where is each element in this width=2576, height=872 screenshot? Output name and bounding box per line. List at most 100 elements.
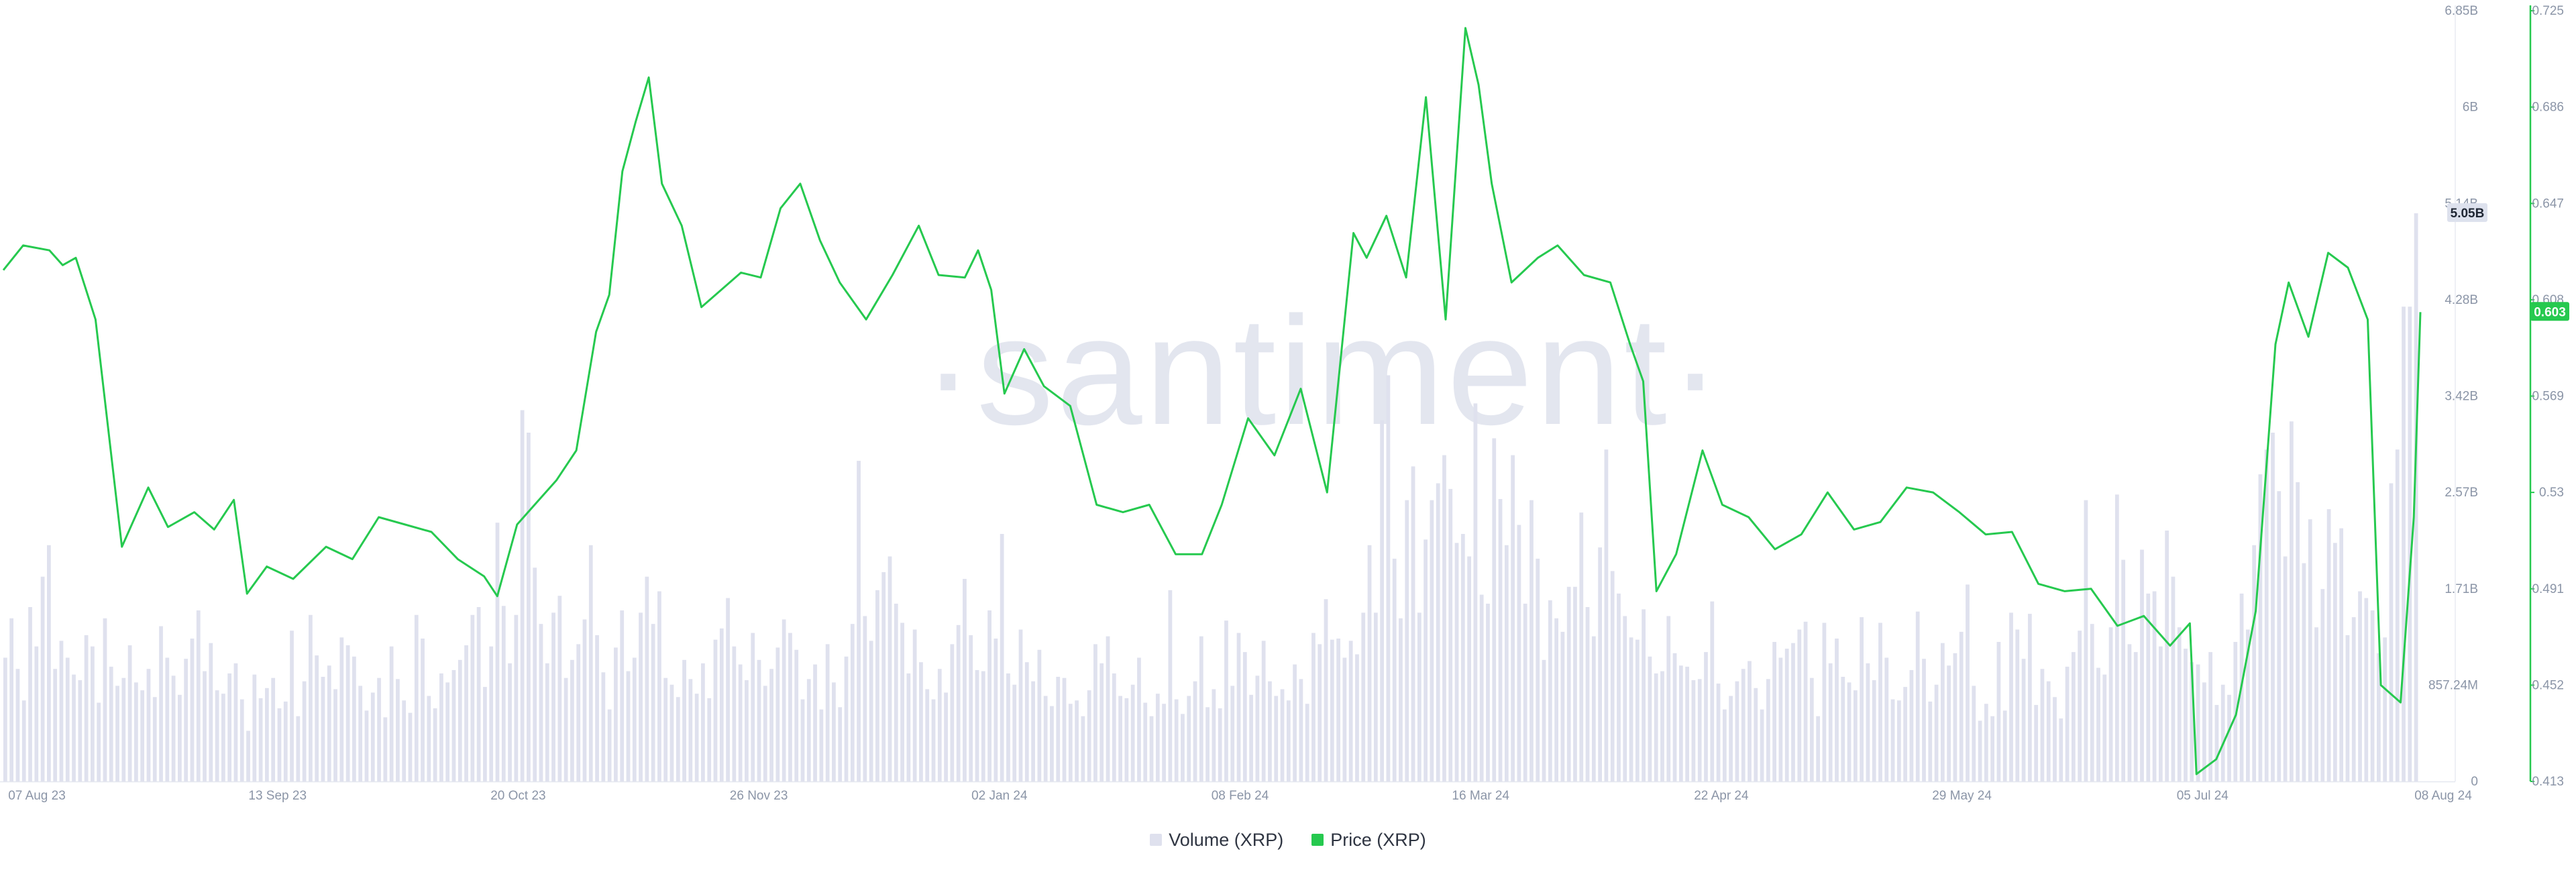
volume-bar xyxy=(1000,533,1004,781)
volume-bar xyxy=(701,663,705,781)
volume-bar xyxy=(1299,679,1303,781)
volume-bar xyxy=(844,656,849,781)
volume-bar xyxy=(1205,707,1210,781)
volume-bar xyxy=(315,655,319,781)
volume-bar xyxy=(2034,704,2039,781)
volume-bar xyxy=(309,614,313,781)
volume-bar xyxy=(34,646,39,781)
volume-bar xyxy=(1766,679,1770,781)
volume-bar xyxy=(1934,684,1939,781)
volume-bar xyxy=(1336,638,1340,781)
volume-bar xyxy=(2414,213,2418,781)
volume-bar xyxy=(1828,663,1833,781)
volume-bar xyxy=(1031,681,1035,781)
volume-bar xyxy=(607,709,612,781)
volume-bar xyxy=(2227,694,2231,781)
volume-bar xyxy=(1741,669,1746,781)
x-tick-label: 26 Nov 23 xyxy=(730,789,788,803)
volume-bar xyxy=(769,669,773,781)
volume-bar xyxy=(1523,603,1527,781)
volume-bars xyxy=(3,213,2418,781)
left-tick-label: 6.85B xyxy=(2445,4,2478,18)
volume-bar xyxy=(912,629,917,781)
left-tick-label: 857.24M xyxy=(2428,678,2478,692)
volume-bar xyxy=(221,694,225,781)
volume-bar xyxy=(1056,677,1061,781)
price-badge xyxy=(2530,302,2569,321)
volume-bar xyxy=(190,638,195,781)
volume-bar xyxy=(1305,704,1309,781)
volume-bar xyxy=(2408,307,2412,781)
volume-bar xyxy=(757,659,761,781)
legend-item-volume[interactable]: Volume (XRP) xyxy=(1150,830,1283,851)
volume-bar xyxy=(1685,666,1689,781)
volume-bar xyxy=(1504,545,1509,781)
left-tick-label: 2.57B xyxy=(2445,486,2478,500)
volume-bar xyxy=(2071,652,2076,781)
volume-bar xyxy=(1511,455,1515,781)
volume-bar xyxy=(470,614,475,781)
volume-bar xyxy=(2377,653,2381,781)
x-tick-label: 08 Feb 24 xyxy=(1212,789,1269,803)
volume-bar xyxy=(514,614,519,781)
volume-bar xyxy=(1922,659,1926,781)
volume-bar xyxy=(296,716,301,781)
legend-item-price[interactable]: Price (XRP) xyxy=(1311,830,1426,851)
volume-bar xyxy=(1143,702,1148,781)
volume-bar xyxy=(2220,684,2225,781)
volume-bar xyxy=(1411,466,1415,781)
volume-bar xyxy=(396,679,400,781)
volume-bar xyxy=(1884,657,1889,781)
volume-bar xyxy=(1162,704,1166,781)
volume-bar xyxy=(956,624,961,781)
volume-badge-text: 5.05B xyxy=(2451,207,2485,221)
volume-bar xyxy=(875,590,879,781)
volume-bar xyxy=(1878,622,1882,781)
volume-bar xyxy=(1604,449,1609,781)
volume-bar xyxy=(1710,601,1715,781)
volume-bar xyxy=(2152,591,2157,781)
volume-bar xyxy=(1996,642,2001,781)
volume-bar xyxy=(59,641,64,781)
volume-bar xyxy=(620,610,625,781)
volume-bar xyxy=(28,607,32,781)
volume-bar xyxy=(2102,674,2107,781)
volume-bar xyxy=(321,677,325,781)
volume-bar xyxy=(2127,644,2132,781)
volume-bar xyxy=(1230,686,1235,781)
volume-bar xyxy=(2040,669,2045,781)
volume-bar xyxy=(1629,637,1633,781)
volume-bar xyxy=(632,657,637,781)
volume-bar xyxy=(975,669,979,781)
volume-bar xyxy=(2258,474,2263,781)
right-tick-label: 0.686 xyxy=(2532,101,2564,115)
volume-bar xyxy=(1093,644,1097,781)
volume-bar xyxy=(1286,700,1291,781)
right-tick-label: 0.452 xyxy=(2532,678,2564,692)
volume-bar xyxy=(657,591,661,781)
volume-bar xyxy=(987,610,991,781)
volume-bar xyxy=(1760,709,1764,781)
x-tick-label: 02 Jan 24 xyxy=(971,789,1028,803)
volume-bar xyxy=(1915,611,1920,781)
volume-bar xyxy=(209,643,213,781)
volume-bar xyxy=(1722,709,1727,781)
volume-bar xyxy=(1672,653,1677,781)
volume-bar xyxy=(1311,633,1316,781)
volume-bar xyxy=(1081,716,1085,781)
volume-bar xyxy=(352,656,356,781)
volume-bar xyxy=(2302,563,2306,781)
volume-bar xyxy=(713,639,718,781)
volume-bar xyxy=(832,682,836,781)
volume-bar xyxy=(1860,617,1864,781)
volume-bar xyxy=(2296,482,2300,781)
legend-label-volume: Volume (XRP) xyxy=(1169,829,1284,850)
volume-bar xyxy=(1199,636,1203,781)
volume-bar xyxy=(2326,509,2331,781)
volume-bar xyxy=(1816,716,1821,781)
volume-bar xyxy=(1174,699,1179,781)
volume-bar xyxy=(1268,681,1272,781)
volume-bar xyxy=(408,712,413,781)
volume-bar xyxy=(1274,696,1279,781)
volume-bar xyxy=(464,645,468,781)
